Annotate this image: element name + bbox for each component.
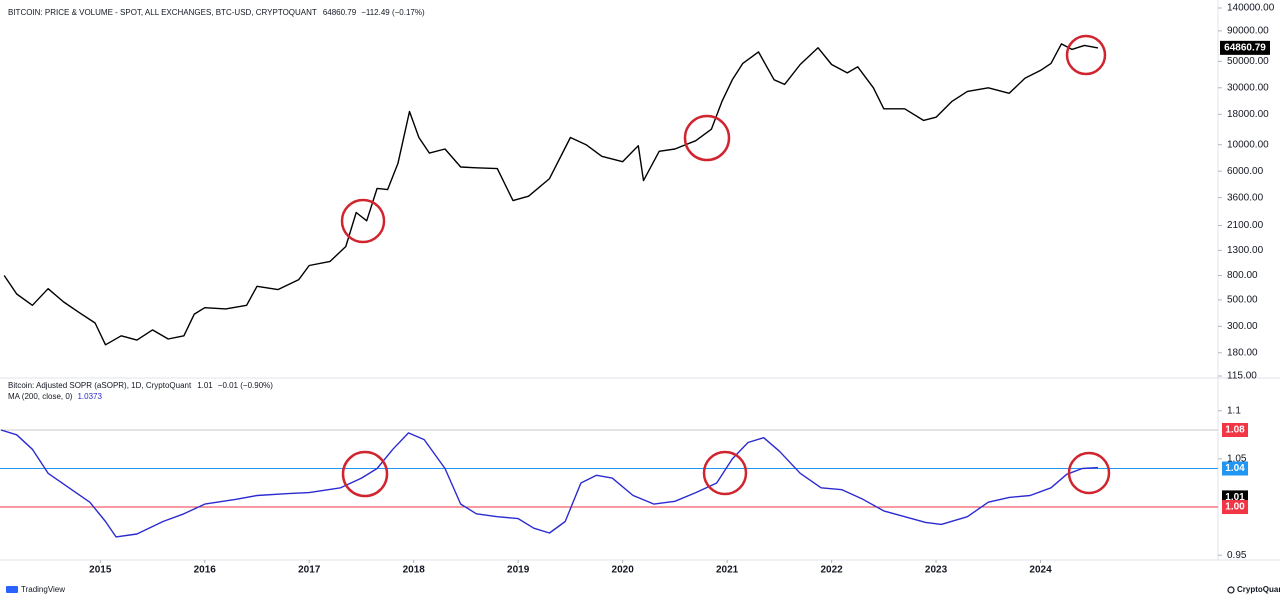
y-tick-label: 6000.00 [1227, 166, 1264, 177]
cryptoquant-logo: CryptoQuant [1227, 585, 1280, 594]
legend-change: −0.01 (−0.90%) [218, 381, 273, 390]
x-tick-label: 2019 [507, 565, 530, 576]
y-tick-label: 30000.00 [1227, 82, 1269, 93]
tradingview-logo: TradingView [6, 585, 65, 594]
ma-legend: MA (200, close, 0) 1.0373 [8, 392, 103, 401]
y-tick-label: 3600.00 [1227, 192, 1264, 203]
highlight-circle [341, 450, 389, 498]
data-line [0, 429, 1099, 538]
y-tick-label: 50000.00 [1227, 56, 1269, 67]
axis-label: 1.04 [1225, 463, 1245, 474]
x-tick-label: 2017 [298, 565, 321, 576]
x-tick-label: 2021 [716, 565, 739, 576]
logo-icon [1227, 586, 1235, 594]
legend-title: BITCOIN: PRICE & VOLUME - SPOT, ALL EXCH… [8, 8, 317, 17]
y-tick-label: 18000.00 [1227, 109, 1269, 120]
legend-value: 1.0373 [77, 392, 102, 401]
x-tick-label: 2020 [612, 565, 635, 576]
logo-icon [6, 586, 18, 593]
highlight-circle [702, 450, 748, 496]
highlight-circle [1065, 34, 1107, 76]
footer-left: TradingView [21, 585, 65, 594]
axis-label: 1.01 [1225, 492, 1245, 503]
x-tick-label: 2023 [925, 565, 948, 576]
highlight-circle [683, 114, 731, 162]
x-tick-label: 2015 [89, 565, 112, 576]
legend-title: Bitcoin: Adjusted SOPR (aSOPR), 1D, Cryp… [8, 381, 192, 390]
y-tick-label: 1.1 [1227, 405, 1241, 416]
y-tick-label: 0.95 [1227, 550, 1247, 561]
x-tick-label: 2018 [403, 565, 426, 576]
y-tick-label: 115.00 [1227, 371, 1257, 382]
highlight-circle [340, 198, 386, 244]
y-tick-label: 300.00 [1227, 321, 1258, 332]
legend-change: −112.49 (−0.17%) [361, 8, 425, 17]
footer-right: CryptoQuant [1237, 585, 1280, 594]
y-tick-label: 1300.00 [1227, 245, 1264, 256]
y-tick-label: 90000.00 [1227, 26, 1269, 37]
legend-series: MA (200, close, 0) [8, 392, 73, 401]
annotation-layer [340, 34, 1111, 498]
last-price-box [1220, 40, 1270, 55]
plot-layer [0, 43, 1218, 538]
highlight-circle [1067, 451, 1111, 495]
y-tick-label: 800.00 [1227, 270, 1258, 281]
y-tick-label: 140000.00 [1227, 3, 1275, 14]
data-line [3, 43, 1099, 346]
axis-label-box [1222, 423, 1248, 437]
x-tick-label: 2016 [194, 565, 217, 576]
indicator-legend: Bitcoin: Adjusted SOPR (aSOPR), 1D, Cryp… [8, 381, 273, 390]
y-tick-label: 2100.00 [1227, 220, 1264, 231]
legend-value: 64860.79 [323, 8, 357, 17]
x-tick-label: 2024 [1029, 565, 1052, 576]
legend-value: 1.01 [197, 381, 213, 390]
last-price-label: 64860.79 [1224, 42, 1266, 53]
axis-label-box [1222, 500, 1248, 515]
axis-label: 1.08 [1225, 425, 1245, 436]
price-legend: BITCOIN: PRICE & VOLUME - SPOT, ALL EXCH… [8, 8, 425, 17]
axis-label-box [1222, 461, 1248, 476]
y-tick-label: 1.05 [1227, 454, 1247, 465]
y-tick-label: 10000.00 [1227, 139, 1269, 150]
x-tick-label: 2022 [820, 565, 843, 576]
axis-label: 1.00 [1225, 502, 1245, 513]
y-tick-label: 180.00 [1227, 347, 1258, 358]
y-tick-label: 500.00 [1227, 295, 1258, 306]
